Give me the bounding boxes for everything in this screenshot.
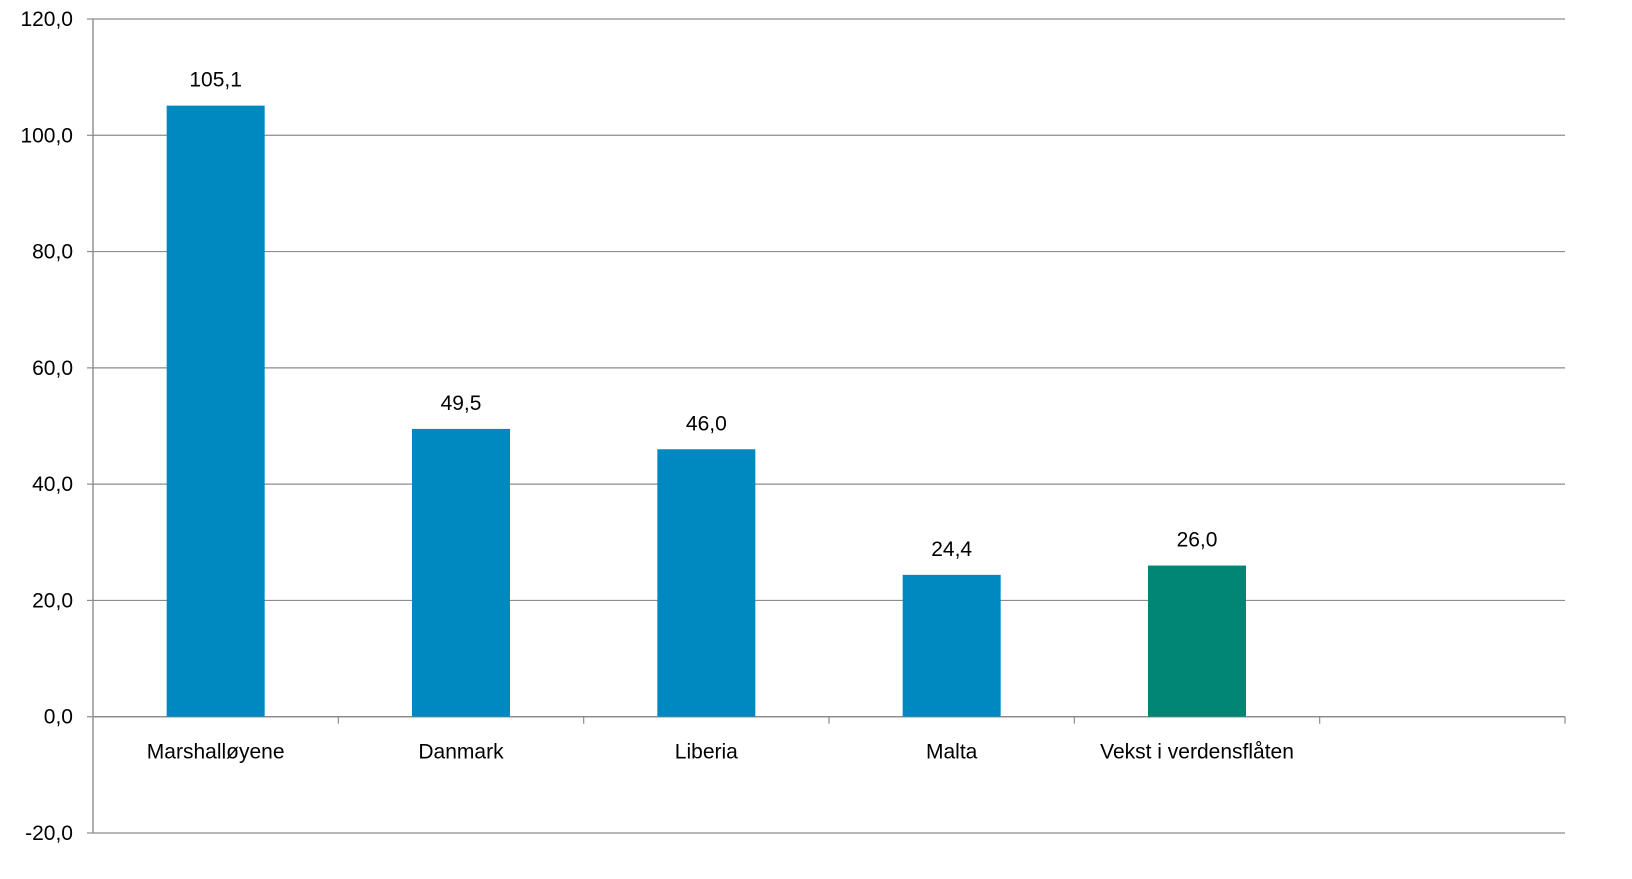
bars	[166, 105, 1246, 717]
bar	[902, 574, 1001, 717]
category-label: Vekst i verdensflåten	[1100, 741, 1294, 764]
y-tick-label: 100,0	[20, 124, 73, 147]
data-label: 24,4	[931, 538, 972, 561]
y-tick-label: 60,0	[32, 357, 73, 380]
data-label: 26,0	[1177, 529, 1218, 552]
bar	[166, 105, 265, 717]
category-label: Danmark	[418, 741, 504, 764]
data-label: 46,0	[686, 412, 727, 435]
category-label: Malta	[926, 741, 978, 764]
labels: 120,0 100,0 80,0 60,0 40,0 20,0 0,0 -20,0 105,1 M…	[20, 8, 1293, 845]
category-label: Liberia	[675, 741, 738, 764]
y-tick-label: 20,0	[32, 589, 73, 612]
y-tick-label: 120,0	[20, 8, 73, 31]
bar	[657, 449, 756, 717]
y-tick-label: -20,0	[25, 822, 73, 845]
category-label: Marshalløyene	[147, 741, 285, 764]
data-label: 105,1	[189, 69, 242, 92]
axes	[87, 18, 1566, 834]
bar	[412, 428, 510, 717]
y-tick-label: 40,0	[32, 473, 73, 496]
y-tick-label: 0,0	[44, 706, 73, 729]
bar	[1148, 565, 1246, 717]
data-label: 49,5	[441, 392, 482, 415]
gridlines	[93, 18, 1565, 834]
y-tick-label: 80,0	[32, 241, 73, 264]
